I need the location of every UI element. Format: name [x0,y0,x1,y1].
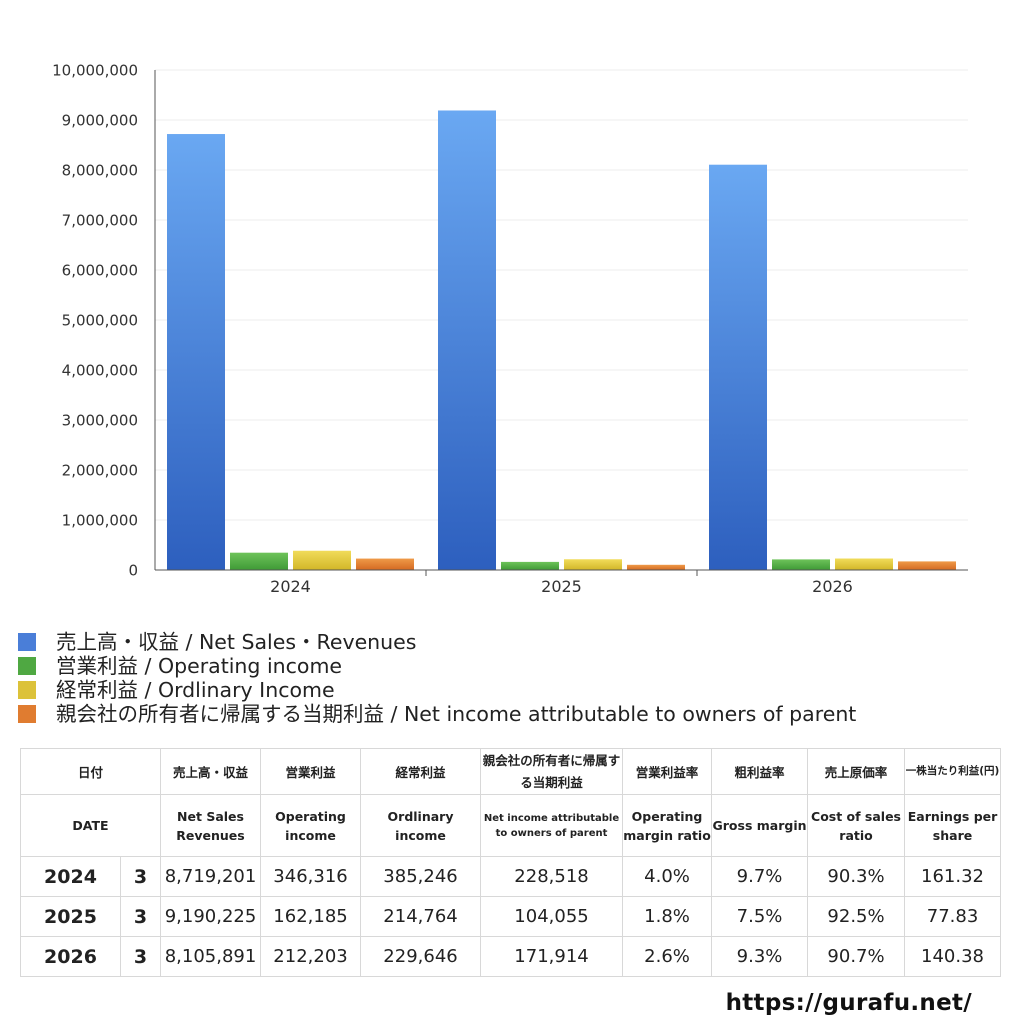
table-row: 2026 3 8,105,891 212,203 229,646 171,914… [20,936,1002,977]
legend-swatch-net-sales [18,633,36,651]
legend-item-operating-income: 営業利益 / Operating income [18,654,1018,678]
y-tick-label: 1,000,000 [62,512,138,530]
cell-net-income: 228,518 [480,856,624,897]
cell-net-income: 104,055 [480,896,624,937]
header-ja-net-sales: 売上高・収益 [160,748,262,795]
y-tick-label: 9,000,000 [62,112,138,130]
legend: 売上高・収益 / Net Sales・Revenues 営業利益 / Opera… [18,630,1018,726]
legend-swatch-operating-income [18,657,36,675]
cell-net-sales: 8,719,201 [160,856,262,897]
bar-2024-series-0 [167,134,225,570]
legend-label-net-income: 親会社の所有者に帰属する当期利益 / Net income attributab… [56,702,857,726]
table-header-japanese: 日付 売上高・収益 営業利益 経常利益 親会社の所有者に帰属する当期利益 営業利… [19,748,1002,795]
row-year: 2024 [20,856,121,897]
header-en-date: DATE [19,794,162,857]
legend-label-ordinary-income: 経常利益 / Ordlinary Income [56,678,335,702]
legend-swatch-ordinary-income [18,681,36,699]
x-category-label: 2025 [541,577,582,596]
header-ja-operating-income: 営業利益 [260,748,362,795]
cell-net-sales: 9,190,225 [160,896,262,937]
row-month: 3 [119,936,162,977]
y-tick-label: 5,000,000 [62,312,138,330]
axes: 0 1,000,000 2,000,000 3,000,000 4,000,000 5,0… [52,62,968,596]
bar-2024-series-1 [230,552,288,570]
table-header-english: DATE Net Sales Revenues Operating income… [19,794,1002,857]
header-ja-operating-margin: 営業利益率 [622,748,713,795]
header-en-operating-income: Operating income [260,794,362,857]
cell-net-sales: 8,105,891 [160,936,262,977]
cell-operating-income: 212,203 [260,936,362,977]
grid-lines [155,69,968,521]
bar-2026-series-2 [835,558,893,570]
legend-label-net-sales: 売上高・収益 / Net Sales・Revenues [56,630,417,654]
y-tick-label: 10,000,000 [52,62,138,80]
bar-chart: 0 1,000,000 2,000,000 3,000,000 4,000,000 5,0… [52,62,968,596]
cell-cost-ratio: 90.3% [807,856,906,897]
row-month: 3 [119,896,162,937]
source-url: https://gurafu.net/ [725,990,972,1016]
row-month: 3 [119,856,162,897]
header-ja-ordinary-income: 経常利益 [360,748,482,795]
header-en-cost-ratio: Cost of sales ratio [807,794,906,857]
cell-operating-margin: 4.0% [622,856,713,897]
cell-gross-margin: 9.3% [711,936,809,977]
header-en-eps: Earnings per share [904,794,1002,857]
header-ja-net-income: 親会社の所有者に帰属する当期利益 [480,748,624,795]
cell-gross-margin: 7.5% [711,896,809,937]
bar-2026-series-0 [709,164,767,570]
y-tick-label: 2,000,000 [62,462,138,480]
bar-2024-series-3 [356,558,414,570]
x-category-label: 2026 [812,577,853,596]
bar-2025-series-0 [438,110,496,571]
cell-operating-margin: 1.8% [622,896,713,937]
cell-gross-margin: 9.7% [711,856,809,897]
y-tick-label: 4,000,000 [62,362,138,380]
y-tick-label: 7,000,000 [62,212,138,230]
bars [167,110,956,571]
bar-2026-series-1 [772,559,830,570]
row-year: 2026 [20,936,121,977]
cell-eps: 161.32 [904,856,1002,897]
header-en-operating-margin: Operating margin ratio [622,794,713,857]
y-tick-label: 6,000,000 [62,262,138,280]
header-en-net-sales: Net Sales Revenues [160,794,262,857]
bar-2025-series-1 [501,561,559,570]
header-en-gross-margin: Gross margin [711,794,809,857]
legend-item-ordinary-income: 経常利益 / Ordlinary Income [18,678,1018,702]
bar-2025-series-3 [627,564,685,570]
legend-item-net-sales: 売上高・収益 / Net Sales・Revenues [18,630,1018,654]
cell-ordinary-income: 214,764 [360,896,482,937]
x-category-label: 2024 [270,577,311,596]
cell-cost-ratio: 90.7% [807,936,906,977]
legend-label-operating-income: 営業利益 / Operating income [56,654,343,678]
bar-2024-series-2 [293,550,351,570]
y-tick-label: 0 [128,562,138,580]
bar-2025-series-2 [564,559,622,570]
cell-net-income: 171,914 [480,936,624,977]
header-ja-cost-ratio: 売上原価率 [807,748,906,795]
cell-operating-income: 162,185 [260,896,362,937]
cell-cost-ratio: 92.5% [807,896,906,937]
cell-eps: 140.38 [904,936,1002,977]
cell-ordinary-income: 385,246 [360,856,482,897]
table-row: 2024 3 8,719,201 346,316 385,246 228,518… [20,856,1002,897]
header-en-ordinary-income: Ordlinary income [360,794,482,857]
y-tick-label: 8,000,000 [62,162,138,180]
cell-operating-income: 346,316 [260,856,362,897]
header-en-net-income: Net income attributable to owners of par… [480,794,624,857]
cell-ordinary-income: 229,646 [360,936,482,977]
legend-item-net-income: 親会社の所有者に帰属する当期利益 / Net income attributab… [18,702,1018,726]
cell-operating-margin: 2.6% [622,936,713,977]
cell-eps: 77.83 [904,896,1002,937]
header-ja-date: 日付 [19,748,162,795]
header-ja-eps: 一株当たり利益(円) [904,748,1002,795]
row-year: 2025 [20,896,121,937]
bar-2026-series-3 [898,561,956,570]
header-ja-gross-margin: 粗利益率 [711,748,809,795]
y-tick-label: 3,000,000 [62,412,138,430]
financial-data-table: 日付 売上高・収益 営業利益 経常利益 親会社の所有者に帰属する当期利益 営業利… [19,748,1002,977]
legend-swatch-net-income [18,705,36,723]
table-row: 2025 3 9,190,225 162,185 214,764 104,055… [20,896,1002,937]
